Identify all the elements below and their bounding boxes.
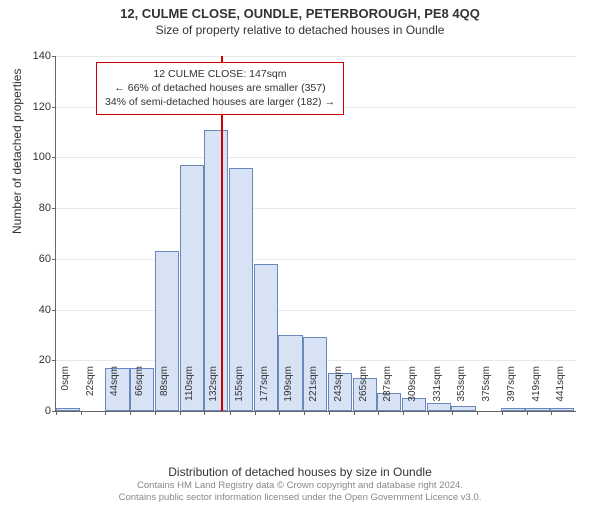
annotation-box: 12 CULME CLOSE: 147sqm← 66% of detached …: [96, 62, 344, 115]
xtick-label: 88sqm: [159, 366, 170, 416]
ytick-label: 100: [21, 151, 51, 163]
xtick-mark: [378, 411, 379, 415]
ytick-mark: [52, 259, 56, 260]
xtick-label: 199sqm: [283, 366, 294, 416]
xtick-mark: [551, 411, 552, 415]
histogram-chart: 0204060801001201400sqm22sqm44sqm66sqm88s…: [55, 56, 575, 411]
gridline-h: [56, 310, 576, 311]
xtick-mark: [428, 411, 429, 415]
annotation-line-2: ← 66% of detached houses are smaller (35…: [105, 81, 335, 95]
xtick-label: 22sqm: [85, 366, 96, 416]
xtick-mark: [329, 411, 330, 415]
xtick-mark: [204, 411, 205, 415]
ytick-mark: [52, 107, 56, 108]
gridline-h: [56, 56, 576, 57]
xtick-mark: [502, 411, 503, 415]
x-axis-label: Distribution of detached houses by size …: [0, 465, 600, 479]
xtick-mark: [279, 411, 280, 415]
ytick-label: 140: [21, 50, 51, 62]
xtick-mark: [105, 411, 106, 415]
xtick-mark: [155, 411, 156, 415]
footer-attribution: Contains HM Land Registry data © Crown c…: [0, 480, 600, 504]
ytick-mark: [52, 310, 56, 311]
ytick-label: 0: [21, 405, 51, 417]
annotation-line-3: 34% of semi-detached houses are larger (…: [105, 95, 335, 109]
ytick-label: 80: [21, 202, 51, 214]
xtick-label: 243sqm: [333, 366, 344, 416]
ytick-mark: [52, 56, 56, 57]
gridline-h: [56, 157, 576, 158]
gridline-h: [56, 208, 576, 209]
xtick-label: 397sqm: [506, 366, 517, 416]
ytick-label: 60: [21, 253, 51, 265]
xtick-label: 375sqm: [481, 366, 492, 416]
xtick-mark: [230, 411, 231, 415]
gridline-h: [56, 259, 576, 260]
xtick-label: 66sqm: [134, 366, 145, 416]
xtick-label: 309sqm: [407, 366, 418, 416]
xtick-label: 155sqm: [234, 366, 245, 416]
xtick-mark: [304, 411, 305, 415]
xtick-label: 287sqm: [382, 366, 393, 416]
xtick-mark: [403, 411, 404, 415]
xtick-mark: [81, 411, 82, 415]
xtick-mark: [130, 411, 131, 415]
xtick-mark: [56, 411, 57, 415]
page-subtitle: Size of property relative to detached ho…: [0, 23, 600, 37]
xtick-label: 132sqm: [208, 366, 219, 416]
annotation-line-1: 12 CULME CLOSE: 147sqm: [105, 67, 335, 81]
xtick-label: 110sqm: [184, 366, 195, 416]
ytick-label: 20: [21, 354, 51, 366]
xtick-label: 44sqm: [109, 366, 120, 416]
plot-area: 0204060801001201400sqm22sqm44sqm66sqm88s…: [55, 56, 576, 412]
xtick-label: 221sqm: [308, 366, 319, 416]
ytick-mark: [52, 157, 56, 158]
xtick-mark: [452, 411, 453, 415]
xtick-mark: [255, 411, 256, 415]
xtick-mark: [180, 411, 181, 415]
xtick-mark: [354, 411, 355, 415]
xtick-mark: [477, 411, 478, 415]
xtick-label: 0sqm: [60, 366, 71, 416]
ytick-mark: [52, 360, 56, 361]
xtick-label: 265sqm: [358, 366, 369, 416]
xtick-label: 331sqm: [432, 366, 443, 416]
footer-line-2: Contains public sector information licen…: [0, 492, 600, 504]
xtick-label: 441sqm: [555, 366, 566, 416]
ytick-mark: [52, 208, 56, 209]
xtick-label: 177sqm: [259, 366, 270, 416]
footer-line-1: Contains HM Land Registry data © Crown c…: [0, 480, 600, 492]
xtick-mark: [527, 411, 528, 415]
ytick-label: 40: [21, 304, 51, 316]
xtick-label: 419sqm: [531, 366, 542, 416]
page-title: 12, CULME CLOSE, OUNDLE, PETERBOROUGH, P…: [0, 6, 600, 21]
ytick-label: 120: [21, 101, 51, 113]
xtick-label: 353sqm: [456, 366, 467, 416]
